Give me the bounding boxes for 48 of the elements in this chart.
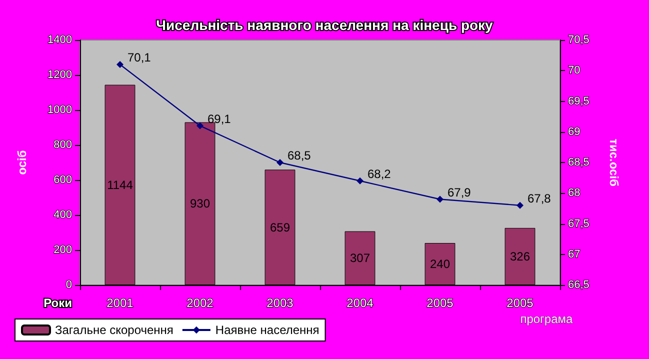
y2-tick-label: 70,5: [568, 34, 590, 46]
y2-tick-label: 70: [568, 64, 580, 77]
y-tick-label: 0: [66, 279, 72, 291]
data-label: 326: [510, 249, 530, 264]
y-tick-label: 200: [54, 244, 72, 256]
y2-tick-label: 67,5: [568, 218, 590, 230]
x-tick-label: 2001: [106, 296, 134, 310]
y2-tick-label: 68,5: [568, 156, 590, 168]
y-tick-label: 800: [54, 139, 72, 151]
x-tick-label: 2005: [506, 296, 534, 310]
point: [116, 61, 124, 68]
y-tick-label: 1200: [48, 69, 72, 81]
data-label: 930: [190, 196, 210, 211]
y-tick-label: 400: [54, 209, 72, 221]
x-axis-title: Роки: [44, 296, 72, 310]
data-label: 659: [270, 220, 290, 234]
data-label: 70,1: [128, 50, 152, 64]
point: [356, 177, 364, 184]
data-label: 1144: [107, 178, 134, 192]
x-tick-label: 2004: [346, 296, 374, 310]
data-label: 307: [350, 251, 370, 266]
data-label: 69,1: [208, 112, 232, 126]
point: [436, 196, 444, 203]
data-label: 240: [430, 257, 450, 271]
y-axis-title: осіб: [15, 150, 29, 175]
data-label: 68,2: [368, 166, 392, 181]
y-tick-label: 1400: [48, 34, 72, 46]
y2-tick-label: 68: [568, 187, 580, 200]
y2-tick-label: 67: [568, 248, 580, 260]
y2-tick-label: 69: [568, 126, 580, 138]
x-tick-label: 2003: [266, 296, 294, 310]
legend-label: Загальне скорочення: [55, 323, 174, 337]
y2-axis-title: тис.осіб: [607, 138, 621, 186]
chart-title: Чисельність наявного населення на кінець року: [156, 17, 494, 33]
point: [196, 122, 204, 130]
y2-tick-label: 66,5: [568, 279, 590, 291]
y-tick-label: 600: [54, 174, 72, 186]
point: [276, 159, 284, 166]
legend-label: Наявне населення: [215, 323, 320, 337]
data-label: 67,9: [448, 185, 472, 200]
y-tick-label: 1000: [48, 104, 72, 116]
x-tick-label: 2005: [426, 296, 454, 310]
data-label: 67,8: [528, 191, 552, 206]
x-tick-label: 2002: [186, 296, 214, 310]
point: [516, 202, 524, 209]
data-label: 68,5: [288, 148, 312, 162]
text: програма: [520, 312, 574, 326]
y2-tick-label: 69,5: [568, 95, 590, 108]
